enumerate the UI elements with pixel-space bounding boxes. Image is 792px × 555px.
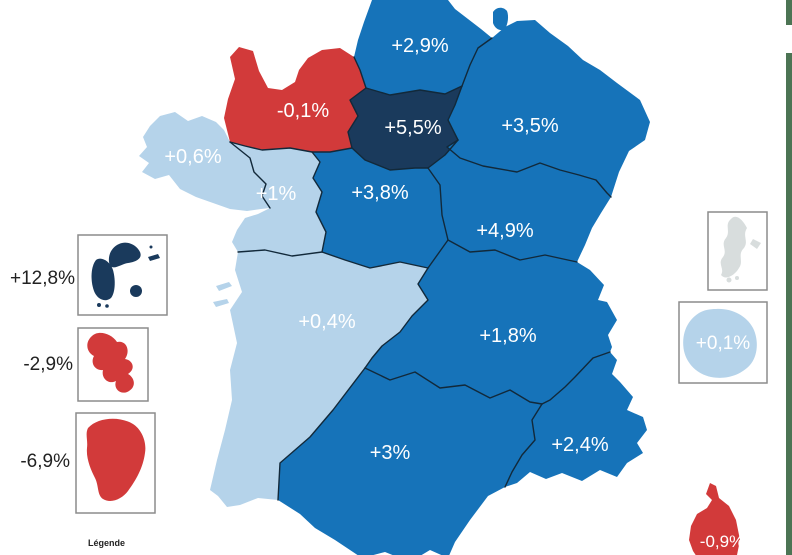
border-na-ara	[364, 267, 429, 369]
border-idf-grand-est	[447, 85, 463, 141]
border-hdf-grand-est	[461, 37, 493, 87]
island-mayotte-islet[interactable]	[750, 239, 761, 249]
inset-guadeloupe: +12,8%	[10, 234, 168, 316]
border-grand-est-bfc	[446, 139, 612, 198]
border-centre-ara	[427, 239, 449, 269]
region-auvergne-rhone-alpes[interactable]	[365, 240, 617, 404]
region-labels: +2,9% -0,1% +5,5% +3,5% +0,6% +1% +3,8% …	[164, 35, 744, 551]
border-centre-na	[321, 251, 429, 269]
label-martinique: -2,9%	[23, 354, 73, 375]
island-la-reunion[interactable]	[683, 308, 757, 378]
border-hdf-idf	[365, 85, 463, 96]
island-martinique[interactable]	[87, 332, 134, 393]
border-centre-bfc	[427, 167, 449, 241]
island-guadeloupe-islet[interactable]	[149, 245, 153, 249]
border-normandie-hdf	[353, 56, 367, 89]
border-idf-centre	[351, 147, 429, 171]
regions-layer	[139, 0, 740, 555]
right-strip-bottom	[786, 53, 792, 555]
island-guyane[interactable]	[86, 418, 146, 502]
island-mayotte[interactable]	[720, 216, 747, 278]
island-guadeloupe-basse-terre[interactable]	[91, 258, 115, 301]
legend-label[interactable]: Légende	[88, 538, 125, 548]
region-normandie[interactable]	[224, 47, 366, 152]
region-bretagne[interactable]	[139, 112, 270, 211]
island-mayotte-dot-2[interactable]	[735, 276, 739, 280]
label-nouvelle-aquitaine: +0,4%	[298, 311, 355, 333]
label-bretagne: +0,6%	[164, 146, 221, 168]
border-normandie-south	[229, 141, 353, 153]
border-na-occitanie	[277, 367, 366, 501]
label-ara: +1,8%	[479, 325, 536, 347]
region-provence-alpes-cote-d-azur[interactable]	[505, 352, 647, 487]
label-ile-de-france: +5,5%	[384, 117, 441, 139]
island-mayotte-dot-1[interactable]	[726, 277, 732, 283]
label-hauts-de-france: +2,9%	[391, 35, 448, 57]
region-hauts-de-france[interactable]	[354, 0, 492, 95]
inset-mayotte	[707, 211, 768, 291]
border-bretagne-pdll	[229, 141, 271, 209]
island-guadeloupe-grande-terre[interactable]	[108, 242, 141, 268]
region-ile-de-france[interactable]	[348, 86, 462, 170]
border-ara-paca	[541, 351, 611, 405]
label-corse: -0,9%	[700, 532, 744, 551]
label-paca: +2,4%	[551, 434, 608, 456]
island-guadeloupe-saintes-1[interactable]	[97, 303, 101, 307]
island-guadeloupe-saintes-2[interactable]	[105, 304, 109, 308]
label-bfc: +4,9%	[476, 220, 533, 242]
region-borders	[229, 37, 612, 501]
label-la-reunion: +0,1%	[696, 333, 751, 354]
region-corse[interactable]	[689, 483, 740, 555]
region-nouvelle-aquitaine-ile-de-re[interactable]	[216, 282, 232, 291]
inset-la-reunion: +0,1%	[678, 301, 768, 384]
region-bourgogne-franche-comte[interactable]	[428, 140, 611, 262]
label-normandie: -0,1%	[277, 100, 329, 122]
region-grand-est-givet-tip[interactable]	[493, 7, 509, 31]
label-grand-est: +3,5%	[501, 115, 558, 137]
right-strip-top	[786, 0, 792, 25]
island-guadeloupe-marie-galante[interactable]	[130, 285, 142, 297]
label-guadeloupe: +12,8%	[10, 268, 75, 289]
right-edge-strip	[786, 0, 792, 555]
border-bfc-ara	[447, 239, 578, 263]
label-pays-de-la-loire: +1%	[256, 183, 297, 205]
border-normandie-idf	[347, 87, 367, 149]
label-centre: +3,8%	[351, 182, 408, 204]
region-occitanie[interactable]	[278, 368, 542, 555]
inset-martinique: -2,9%	[23, 327, 149, 402]
island-guadeloupe-desirade[interactable]	[148, 254, 160, 261]
label-guyane: -6,9%	[20, 451, 70, 472]
region-centre-val-de-loire[interactable]	[312, 148, 448, 268]
inset-guyane: -6,9%	[20, 412, 156, 514]
border-pdll-na	[237, 249, 323, 257]
label-occitanie: +3%	[370, 442, 411, 464]
border-ara-occitanie	[364, 367, 543, 405]
border-occitanie-paca	[504, 403, 543, 488]
region-grand-est[interactable]	[447, 20, 650, 197]
region-nouvelle-aquitaine-ile-d-oleron[interactable]	[213, 299, 229, 307]
region-nouvelle-aquitaine[interactable]	[210, 250, 428, 507]
border-idf-bfc	[427, 139, 459, 169]
border-pdll-centre	[311, 151, 327, 253]
